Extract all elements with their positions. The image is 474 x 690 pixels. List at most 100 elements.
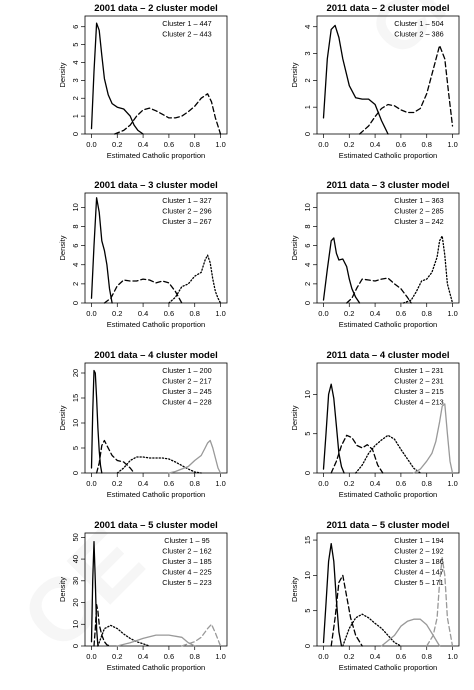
x-tick-label: 0.2 (344, 140, 354, 149)
x-tick-label: 0.8 (190, 479, 200, 488)
x-tick-label: 0.4 (370, 140, 380, 149)
y-tick-label: 2 (303, 282, 312, 286)
x-tick-label: 0.4 (138, 652, 148, 661)
x-tick-label: 0.0 (86, 309, 96, 318)
x-axis-label: Estimated Catholic proportion (339, 151, 437, 160)
x-tick-label: 0.0 (318, 309, 328, 318)
y-tick-label: 5 (71, 446, 80, 450)
y-tick-label: 6 (71, 244, 80, 248)
legend-entry: Cluster 3 – 186 (394, 557, 444, 566)
density-line-cluster-2 (114, 93, 222, 135)
y-tick-label: 20 (71, 369, 80, 377)
density-line-cluster-1 (90, 197, 113, 304)
density-line-cluster-2 (103, 278, 183, 304)
x-axis-label: Estimated Catholic proportion (339, 490, 437, 499)
density-line-cluster-2 (330, 434, 384, 474)
density-line-cluster-1 (322, 383, 345, 474)
x-tick-label: 0.2 (112, 309, 122, 318)
density-line-cluster-5 (181, 623, 222, 647)
legend-entry: Cluster 1 – 504 (394, 19, 444, 28)
y-tick-label: 1 (71, 114, 80, 118)
legend-entry: Cluster 2 – 231 (394, 377, 444, 386)
plot-frame (316, 532, 460, 647)
density-line-cluster-2 (346, 277, 412, 304)
x-tick-label: 0.6 (396, 479, 406, 488)
legend-entry: Cluster 1 – 95 (164, 536, 209, 545)
plot-frame (316, 362, 460, 474)
legend-entry: Cluster 5 – 171 (394, 578, 444, 587)
x-tick-label: 0.0 (318, 140, 328, 149)
x-tick-label: 0.2 (344, 309, 354, 318)
chart-panel-2: 2011 data – 2 cluster model 0.0 0.2 0.4 0.6 0… (290, 3, 460, 160)
legend-entry: Cluster 1 – 231 (394, 366, 444, 375)
legend-entry: Cluster 1 – 327 (162, 196, 212, 205)
x-tick-label: 0.2 (112, 479, 122, 488)
density-line-cluster-2 (93, 604, 112, 647)
y-tick-label: 50 (71, 533, 80, 541)
chart-title: 2011 data – 2 cluster model (326, 3, 449, 14)
y-tick-label: 40 (71, 555, 80, 563)
density-line-cluster-1 (90, 22, 144, 135)
chart-title: 2011 data – 5 cluster model (326, 520, 449, 531)
legend-entry: Cluster 3 – 245 (162, 387, 212, 396)
chart-panel-8: 2011 data – 5 cluster model 0.0 0.2 0.4 0.6 0… (290, 520, 460, 672)
legend-entry: Cluster 4 – 213 (394, 398, 444, 407)
density-line-cluster-2 (330, 574, 363, 647)
y-tick-label: 5 (303, 609, 312, 613)
y-tick-label: 6 (71, 25, 80, 29)
y-tick-label: 0 (303, 301, 312, 305)
x-axis-label: Estimated Catholic proportion (339, 320, 437, 329)
x-tick-label: 0.4 (138, 479, 148, 488)
y-tick-label: 0 (303, 471, 312, 475)
density-line-cluster-4 (413, 403, 454, 474)
y-tick-label: 10 (71, 419, 80, 427)
x-tick-label: 0.6 (396, 309, 406, 318)
y-tick-label: 10 (71, 620, 80, 628)
y-tick-label: 0 (71, 301, 80, 305)
x-axis-label: Estimated Catholic proportion (107, 663, 205, 672)
y-axis-label: Density (58, 235, 67, 260)
legend-entry: Cluster 2 – 443 (162, 30, 212, 39)
x-tick-label: 1.0 (447, 652, 457, 661)
density-line-cluster-1 (322, 237, 361, 304)
chart-title: 2001 data – 3 cluster model (94, 180, 218, 191)
legend-entry: Cluster 4 – 225 (162, 568, 212, 577)
x-tick-label: 0.6 (396, 140, 406, 149)
y-axis-label: Density (290, 577, 299, 602)
y-tick-label: 10 (303, 571, 312, 579)
x-tick-label: 0.6 (164, 309, 174, 318)
density-line-cluster-3 (168, 254, 222, 304)
legend-entry: Cluster 2 – 162 (162, 547, 212, 556)
x-tick-label: 0.8 (422, 479, 432, 488)
legend-entry: Cluster 4 – 147 (394, 568, 444, 577)
x-tick-label: 1.0 (447, 140, 457, 149)
x-tick-label: 0.4 (138, 309, 148, 318)
legend-entry: Cluster 2 – 296 (162, 207, 212, 216)
x-tick-label: 0.6 (164, 479, 174, 488)
legend-entry: Cluster 3 – 215 (394, 387, 444, 396)
chart-title: 2011 data – 3 cluster model (326, 180, 449, 191)
chart-title: 2001 data – 2 cluster model (94, 3, 218, 14)
plot-frame (84, 192, 228, 304)
y-tick-label: 2 (303, 78, 312, 82)
y-tick-label: 2 (71, 282, 80, 286)
x-tick-label: 0.8 (422, 140, 432, 149)
legend-entry: Cluster 3 – 267 (162, 217, 212, 226)
y-tick-label: 10 (303, 203, 312, 211)
chart-panel-5: 2001 data – 4 cluster model 0.0 0.2 0.4 0.6 0… (58, 350, 228, 499)
density-line-cluster-4 (168, 439, 222, 474)
legend-entry: Cluster 1 – 447 (162, 19, 212, 28)
y-tick-label: 0 (303, 644, 312, 648)
y-axis-label: Density (290, 235, 299, 260)
x-tick-label: 0.4 (370, 652, 380, 661)
y-tick-label: 20 (71, 598, 80, 606)
x-tick-label: 1.0 (215, 140, 225, 149)
x-axis-label: Estimated Catholic proportion (107, 490, 205, 499)
x-tick-label: 0.8 (422, 652, 432, 661)
x-axis-label: Estimated Catholic proportion (107, 320, 205, 329)
y-tick-label: 5 (71, 43, 80, 47)
density-line-cluster-3 (97, 624, 151, 647)
chart-panel-3: 2001 data – 3 cluster model 0.0 0.2 0.4 0.6 0… (58, 180, 228, 329)
x-tick-label: 0.0 (86, 652, 96, 661)
